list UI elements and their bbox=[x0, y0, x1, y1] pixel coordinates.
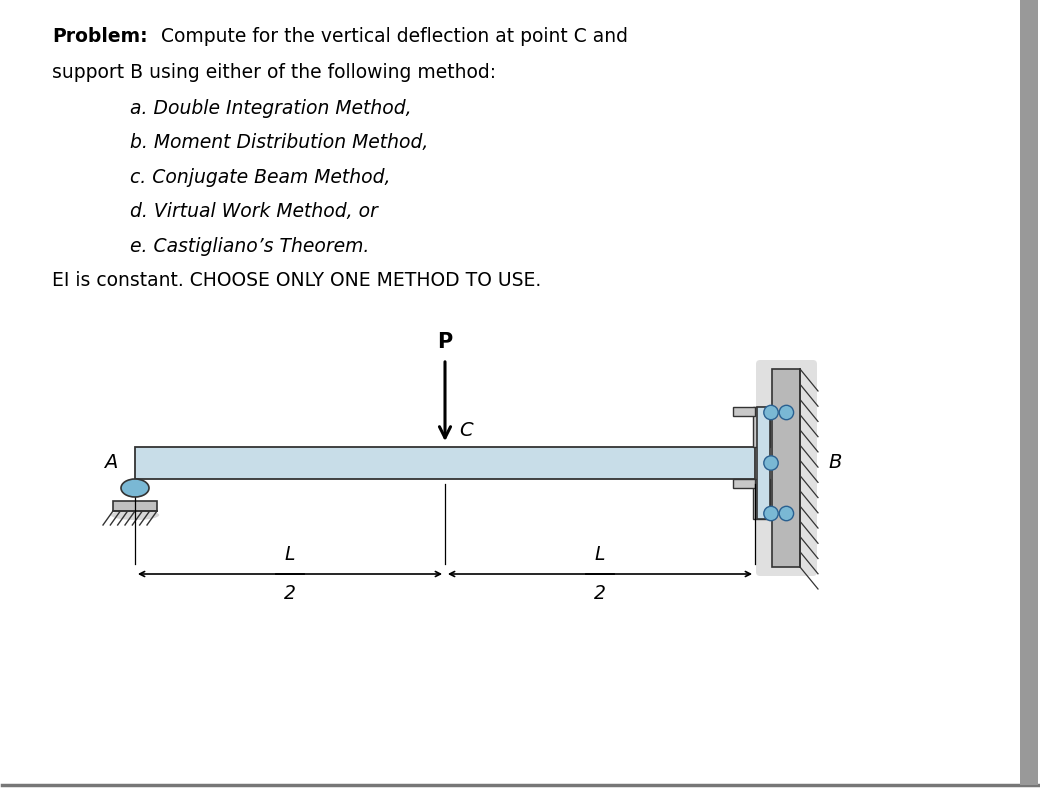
Text: L: L bbox=[285, 545, 295, 564]
Text: c. Conjugate Beam Method,: c. Conjugate Beam Method, bbox=[130, 168, 390, 187]
Circle shape bbox=[763, 406, 778, 420]
Text: Compute for the vertical deflection at point C and: Compute for the vertical deflection at p… bbox=[155, 27, 628, 46]
Text: 2: 2 bbox=[284, 584, 296, 603]
Text: e. Castigliano’s Theorem.: e. Castigliano’s Theorem. bbox=[130, 237, 369, 256]
FancyBboxPatch shape bbox=[756, 360, 817, 576]
Bar bbox=[135, 447, 755, 479]
Bar bbox=[753, 479, 770, 519]
Circle shape bbox=[763, 507, 778, 521]
Bar bbox=[733, 407, 755, 416]
Text: P: P bbox=[438, 332, 452, 352]
Bar bbox=[757, 407, 770, 519]
Bar bbox=[733, 479, 755, 488]
Text: A: A bbox=[104, 454, 116, 473]
Circle shape bbox=[763, 456, 778, 470]
Text: C: C bbox=[459, 421, 472, 440]
Text: L: L bbox=[595, 545, 605, 564]
Bar bbox=[1020, 0, 1038, 785]
Bar bbox=[772, 369, 800, 567]
Circle shape bbox=[779, 406, 794, 420]
Circle shape bbox=[779, 507, 794, 521]
Text: B: B bbox=[828, 454, 841, 473]
Text: support B using either of the following method:: support B using either of the following … bbox=[52, 63, 496, 82]
Text: a. Double Integration Method,: a. Double Integration Method, bbox=[130, 99, 412, 118]
Bar bbox=[753, 407, 770, 447]
Text: 2: 2 bbox=[594, 584, 606, 603]
Text: EI is constant. CHOOSE ONLY ONE METHOD TO USE.: EI is constant. CHOOSE ONLY ONE METHOD T… bbox=[52, 271, 541, 290]
Text: d. Virtual Work Method, or: d. Virtual Work Method, or bbox=[130, 203, 378, 222]
Ellipse shape bbox=[111, 510, 159, 520]
Bar bbox=[113, 501, 157, 511]
Text: b. Moment Distribution Method,: b. Moment Distribution Method, bbox=[130, 133, 428, 152]
Ellipse shape bbox=[121, 479, 149, 497]
Text: Problem:: Problem: bbox=[52, 27, 148, 46]
